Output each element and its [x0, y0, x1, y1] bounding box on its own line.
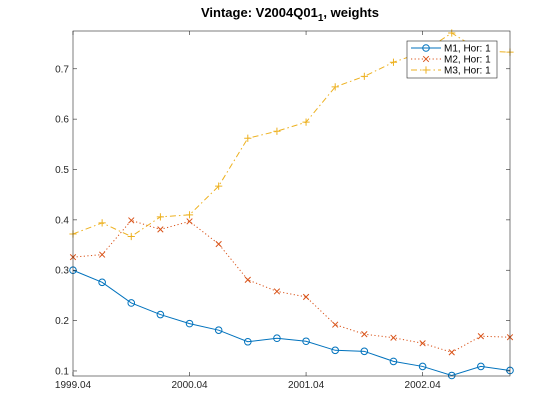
data-point-m1 [156, 310, 165, 319]
legend-marker-m3 [422, 66, 430, 74]
data-point-m3 [389, 58, 398, 66]
y-tick-label: 0.2 [55, 316, 69, 327]
data-point-m2 [332, 321, 339, 328]
data-point-m3 [98, 219, 106, 227]
data-point-m2 [98, 251, 106, 258]
data-point-m3 [302, 118, 310, 126]
data-point-m1 [389, 357, 398, 366]
legend: M1, Hor: 1M2, Hor: 1M3, Hor: 1 [406, 40, 498, 79]
data-point-m3 [244, 134, 252, 142]
data-point-m3 [448, 29, 456, 37]
y-tick-label: 0.6 [55, 115, 69, 126]
data-point-m1 [127, 299, 136, 307]
plot-area [73, 31, 510, 376]
data-point-m1 [273, 334, 281, 343]
x-tick-label: 2000.04 [171, 380, 208, 391]
data-point-m3 [156, 213, 164, 221]
data-point-m2 [477, 333, 485, 340]
y-tick-label: 0.7 [55, 64, 69, 75]
axes-box [72, 30, 511, 377]
data-point-m2 [128, 217, 135, 224]
data-point-m3 [185, 211, 194, 219]
data-point-m2 [273, 288, 281, 295]
x-tick-label: 1999.04 [55, 380, 92, 391]
data-point-m1 [447, 371, 456, 380]
data-point-m2 [215, 240, 222, 248]
legend-label-m1: M1, Hor: 1 [444, 44, 491, 55]
data-point-m1 [98, 278, 106, 287]
series-line-m1 [72, 269, 511, 377]
data-point-m1 [331, 346, 340, 355]
chart-title: Vintage: V2004Q011, weights [201, 5, 379, 24]
data-point-m2 [419, 340, 426, 347]
data-point-m3 [215, 182, 223, 190]
y-tick-label: 0.3 [55, 266, 69, 277]
data-point-m2 [186, 218, 193, 225]
y-tick-label: 0.5 [55, 165, 69, 176]
data-point-m2 [448, 349, 455, 356]
data-point-m2 [390, 334, 397, 341]
data-point-m1 [418, 362, 427, 371]
x-tick-label: 2002.04 [405, 380, 442, 391]
data-point-m1 [360, 347, 369, 356]
data-point-m1 [185, 319, 194, 328]
legend-label-m3: M3, Hor: 1 [444, 66, 491, 77]
data-point-m1 [244, 337, 252, 346]
x-tick-label: 2001.04 [288, 380, 325, 391]
y-tick-label: 0.4 [55, 215, 69, 226]
legend-marker-m1 [422, 44, 430, 52]
legend-label-m2: M2, Hor: 1 [444, 55, 491, 66]
y-tick-label: 0.1 [55, 366, 69, 377]
data-point-m1 [302, 337, 310, 346]
data-point-m3 [360, 72, 368, 80]
data-point-m3 [331, 83, 339, 91]
data-point-m1 [477, 362, 485, 371]
data-point-m2 [361, 331, 368, 338]
data-point-m2 [302, 293, 310, 301]
data-point-m3 [127, 232, 135, 241]
data-point-m2 [244, 276, 251, 283]
legend-marker-m2 [422, 55, 430, 63]
data-point-m2 [157, 226, 164, 233]
data-point-m1 [214, 326, 223, 334]
data-point-m3 [273, 127, 281, 135]
